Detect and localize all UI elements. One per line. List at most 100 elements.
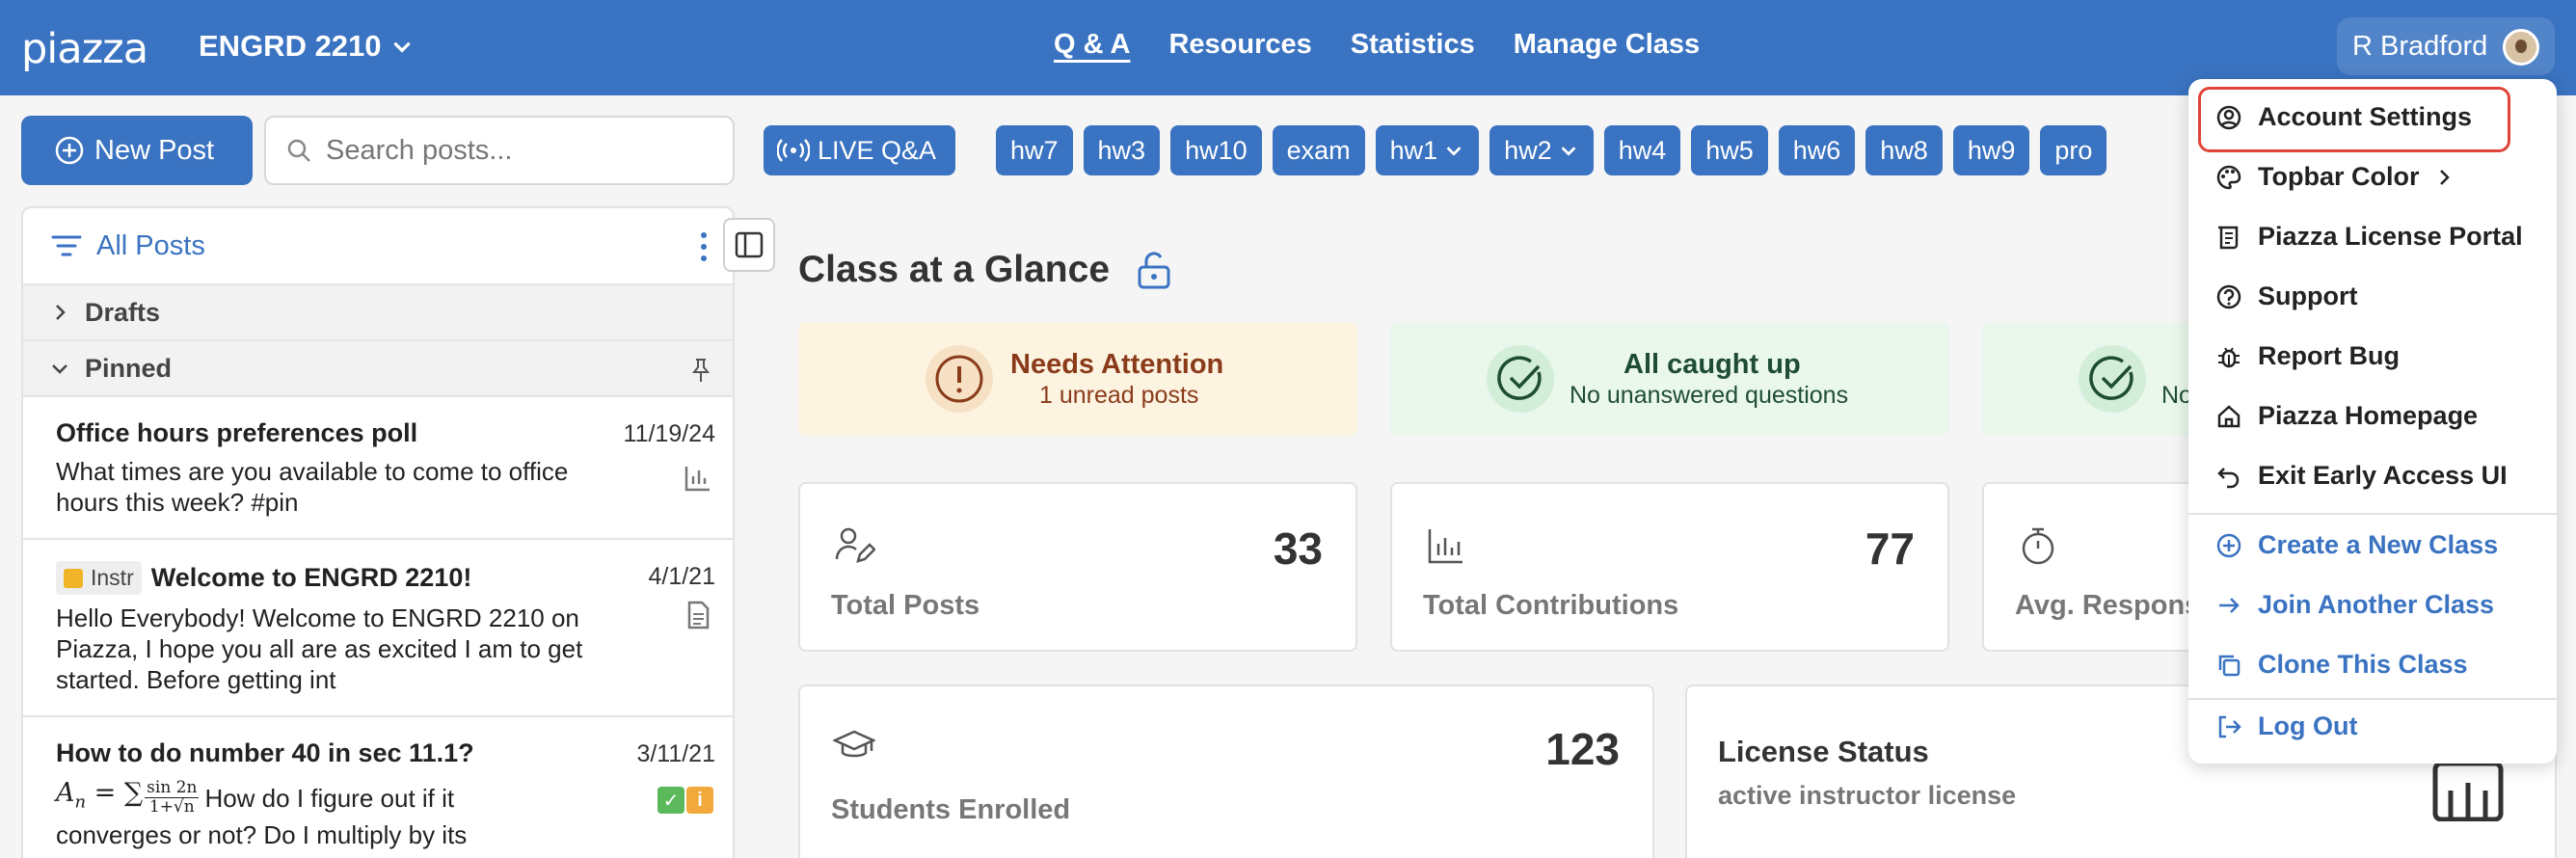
alert-circle-icon bbox=[935, 355, 983, 403]
stat-students-enrolled: Students Enrolled 123 bbox=[798, 684, 1654, 858]
bug-icon bbox=[2218, 346, 2240, 367]
tag-hw3[interactable]: hw3 bbox=[1083, 125, 1161, 175]
filter-label: All Posts bbox=[96, 229, 205, 261]
collapse-sidebar-button[interactable] bbox=[723, 218, 775, 272]
tag-hw9[interactable]: hw9 bbox=[1952, 125, 2030, 175]
class-selector[interactable]: ENGRD 2210 bbox=[199, 29, 415, 64]
math-subscript: n bbox=[74, 791, 87, 813]
tag-hw7[interactable]: hw7 bbox=[996, 125, 1073, 175]
menu-label: Piazza Homepage bbox=[2258, 401, 2479, 430]
menu-license-portal[interactable]: Piazza License Portal bbox=[2215, 222, 2523, 252]
new-post-button[interactable]: New Post bbox=[21, 116, 253, 185]
menu-label: Support bbox=[2258, 282, 2358, 310]
live-qa-label: LIVE Q&A bbox=[818, 135, 937, 165]
post-preview: What times are you available to come to … bbox=[56, 457, 569, 517]
menu-topbar-color[interactable]: Topbar Color bbox=[2215, 162, 2454, 192]
stat-label: Students Enrolled bbox=[831, 794, 1071, 825]
post-date: 3/11/21 bbox=[636, 740, 715, 767]
menu-divider bbox=[2188, 698, 2557, 700]
more-vertical-icon[interactable] bbox=[700, 231, 708, 262]
instructor-answer-icon: ✓ bbox=[657, 787, 684, 814]
undo-arrow-icon bbox=[2217, 467, 2240, 488]
tag-hw10[interactable]: hw10 bbox=[1170, 125, 1262, 175]
drafts-label: Drafts bbox=[85, 297, 161, 327]
tag-hw6[interactable]: hw6 bbox=[1778, 125, 1856, 175]
post-preview-inline: How do I figure out if it bbox=[204, 783, 455, 813]
sidebar-toggle-icon bbox=[735, 231, 764, 258]
post-item[interactable]: How to do number 40 in sec 11.1? 3/11/21… bbox=[23, 717, 733, 858]
menu-piazza-homepage[interactable]: Piazza Homepage bbox=[2215, 401, 2478, 431]
graduation-cap-icon bbox=[833, 730, 875, 758]
user-menu-button[interactable]: R Bradford bbox=[2337, 17, 2555, 75]
instructor-badge-label: Instr bbox=[91, 565, 134, 590]
menu-label: Clone This Class bbox=[2258, 650, 2468, 679]
stat-value: 33 bbox=[1273, 523, 1323, 574]
tag-pro[interactable]: pro bbox=[2040, 125, 2107, 175]
menu-label: Log Out bbox=[2258, 711, 2358, 740]
main-nav: Q & A Resources Statistics Manage Class bbox=[1054, 29, 1700, 61]
chevron-down-icon bbox=[392, 41, 411, 53]
post-item[interactable]: Office hours preferences poll 11/19/24 W… bbox=[23, 397, 733, 540]
search-input[interactable] bbox=[326, 134, 711, 167]
live-qa-button[interactable]: LIVE Q&A bbox=[764, 125, 955, 175]
piazza-logo[interactable]: piazza bbox=[21, 25, 148, 73]
menu-support[interactable]: Support bbox=[2215, 282, 2357, 311]
check-circle-icon bbox=[2089, 356, 2133, 400]
status-sub-partial: No bbox=[2161, 382, 2192, 409]
instructor-badge-color bbox=[64, 568, 83, 588]
math-fraction: sin 2n 1+√n bbox=[145, 778, 200, 817]
tag-hw8[interactable]: hw8 bbox=[1865, 125, 1943, 175]
filter-row[interactable]: All Posts bbox=[23, 208, 733, 285]
new-post-label: New Post bbox=[94, 134, 215, 166]
caught-up-icon-wrap bbox=[1487, 345, 1554, 413]
needs-attention-title: Needs Attention bbox=[1010, 349, 1224, 380]
page-title-text: Class at a Glance bbox=[798, 249, 1111, 290]
fraction-numerator: sin 2n bbox=[145, 778, 200, 799]
menu-label: Piazza License Portal bbox=[2258, 222, 2523, 251]
needs-attention-card[interactable]: Needs Attention 1 unread posts bbox=[798, 322, 1357, 436]
license-sub: active instructor license bbox=[1718, 781, 2017, 810]
caught-up-card: All caught up No unanswered questions bbox=[1390, 322, 1949, 436]
post-item[interactable]: Instr Welcome to ENGRD 2210! 4/1/21 Hell… bbox=[23, 540, 733, 717]
menu-label: Topbar Color bbox=[2258, 162, 2420, 191]
menu-divider bbox=[2188, 513, 2557, 515]
search-box bbox=[264, 116, 735, 185]
search-icon bbox=[287, 139, 310, 162]
tag-hw5[interactable]: hw5 bbox=[1691, 125, 1768, 175]
tag-hw4[interactable]: hw4 bbox=[1603, 125, 1681, 175]
nav-resources[interactable]: Resources bbox=[1168, 29, 1312, 60]
avatar bbox=[2503, 29, 2539, 66]
menu-exit-early-access[interactable]: Exit Early Access UI bbox=[2215, 461, 2508, 491]
menu-account-settings[interactable]: Account Settings bbox=[2215, 102, 2472, 132]
menu-join-class[interactable]: Join Another Class bbox=[2215, 590, 2494, 620]
menu-report-bug[interactable]: Report Bug bbox=[2215, 341, 2400, 371]
nav-qa[interactable]: Q & A bbox=[1054, 29, 1131, 60]
top-bar: piazza ENGRD 2210 Q & A Resources Statis… bbox=[0, 0, 2576, 95]
tag-hw1[interactable]: hw1 bbox=[1375, 125, 1480, 175]
post-preview: Hello Everybody! Welcome to ENGRD 2210 o… bbox=[56, 603, 583, 694]
math-var: A bbox=[56, 778, 75, 808]
post-date: 4/1/21 bbox=[648, 563, 715, 590]
post-preview: An = ∑ sin 2n 1+√n How do I figure out i… bbox=[56, 778, 634, 818]
unlock-icon[interactable] bbox=[1135, 250, 1173, 290]
nav-statistics[interactable]: Statistics bbox=[1350, 29, 1475, 60]
post-title: Office hours preferences poll bbox=[56, 418, 418, 447]
drafts-section[interactable]: Drafts bbox=[23, 285, 733, 341]
account-dropdown-menu: Account Settings Topbar Color Piazza Lic… bbox=[2188, 79, 2557, 764]
user-edit-icon bbox=[835, 527, 875, 563]
menu-clone-class[interactable]: Clone This Class bbox=[2215, 650, 2468, 680]
help-circle-icon bbox=[2216, 284, 2241, 308]
bar-chart-icon bbox=[1428, 529, 1462, 564]
chevron-right-icon bbox=[56, 305, 66, 320]
chevron-down-icon bbox=[52, 364, 67, 374]
post-title: Welcome to ENGRD 2210! bbox=[150, 563, 472, 592]
pinned-label: Pinned bbox=[85, 353, 173, 383]
tag-hw2[interactable]: hw2 bbox=[1489, 125, 1594, 175]
post-date: 11/19/24 bbox=[623, 420, 715, 447]
pinned-section[interactable]: Pinned bbox=[23, 341, 733, 397]
menu-create-class[interactable]: Create a New Class bbox=[2215, 530, 2498, 560]
post-preview-line2: converges or not? Do I multiply by its bbox=[56, 820, 468, 850]
menu-log-out[interactable]: Log Out bbox=[2215, 711, 2357, 741]
tag-exam[interactable]: exam bbox=[1272, 125, 1365, 175]
nav-manage-class[interactable]: Manage Class bbox=[1513, 29, 1701, 60]
